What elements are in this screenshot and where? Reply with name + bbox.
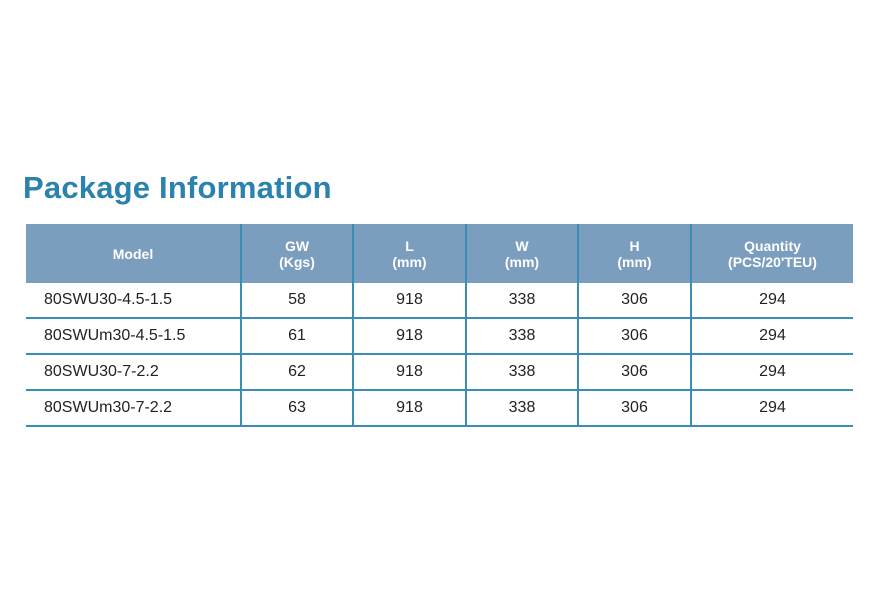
package-table: Model GW (Kgs) L (mm) W (mm) H (mm) Quantity (PCS/… bbox=[26, 224, 853, 427]
page-title: Package Information bbox=[23, 170, 332, 205]
column-header-label: H bbox=[629, 237, 640, 254]
table-row: 80SWU30-4.5-1.5 58 918 338 306 294 bbox=[26, 283, 853, 319]
table-cell: 338 bbox=[465, 390, 578, 427]
model-cell: 80SWUm30-7-2.2 bbox=[26, 390, 241, 427]
column-header: GW (Kgs) bbox=[240, 224, 353, 283]
table-cell: 294 bbox=[690, 354, 853, 391]
table-row: 80SWU30-7-2.2 62 918 338 306 294 bbox=[26, 354, 853, 391]
column-header-label: Quantity bbox=[744, 237, 801, 254]
table-cell: 306 bbox=[577, 283, 691, 319]
table-cell: 338 bbox=[465, 318, 578, 355]
table-cell: 918 bbox=[352, 283, 466, 319]
table-cell: 58 bbox=[240, 283, 353, 319]
table-cell: 338 bbox=[465, 354, 578, 391]
table-row: 80SWUm30-7-2.2 63 918 338 306 294 bbox=[26, 390, 853, 427]
table-cell: 918 bbox=[352, 318, 466, 355]
column-header: L (mm) bbox=[352, 224, 466, 283]
table-cell: 338 bbox=[465, 283, 578, 319]
column-header-label: Model bbox=[112, 245, 154, 262]
table-cell: 63 bbox=[240, 390, 353, 427]
column-header-unit: (PCS/20'TEU) bbox=[728, 253, 817, 270]
column-header-label: L bbox=[405, 237, 414, 254]
table-cell: 294 bbox=[690, 390, 853, 427]
model-cell: 80SWUm30-4.5-1.5 bbox=[26, 318, 241, 355]
table-cell: 62 bbox=[240, 354, 353, 391]
table-cell: 918 bbox=[352, 354, 466, 391]
column-header: Model bbox=[26, 224, 241, 283]
table-cell: 306 bbox=[577, 318, 691, 355]
table-cell: 306 bbox=[577, 390, 691, 427]
column-header: Quantity (PCS/20'TEU) bbox=[690, 224, 853, 283]
model-cell: 80SWU30-4.5-1.5 bbox=[26, 283, 241, 319]
header-row: Model GW (Kgs) L (mm) W (mm) H (mm) Quantity (PCS/… bbox=[26, 224, 853, 283]
table-cell: 294 bbox=[690, 318, 853, 355]
table-row: 80SWUm30-4.5-1.5 61 918 338 306 294 bbox=[26, 318, 853, 355]
column-header-unit: (mm) bbox=[504, 253, 540, 270]
column-header: W (mm) bbox=[465, 224, 578, 283]
table-cell: 294 bbox=[690, 283, 853, 319]
column-header: H (mm) bbox=[577, 224, 691, 283]
model-cell: 80SWU30-7-2.2 bbox=[26, 354, 241, 391]
table-cell: 306 bbox=[577, 354, 691, 391]
table-cell: 918 bbox=[352, 390, 466, 427]
table-cell: 61 bbox=[240, 318, 353, 355]
column-header-label: GW bbox=[284, 237, 310, 254]
column-header-unit: (mm) bbox=[617, 253, 652, 270]
column-header-label: W bbox=[515, 237, 529, 254]
column-header-unit: (mm) bbox=[392, 253, 427, 270]
column-header-unit: (Kgs) bbox=[279, 253, 315, 270]
